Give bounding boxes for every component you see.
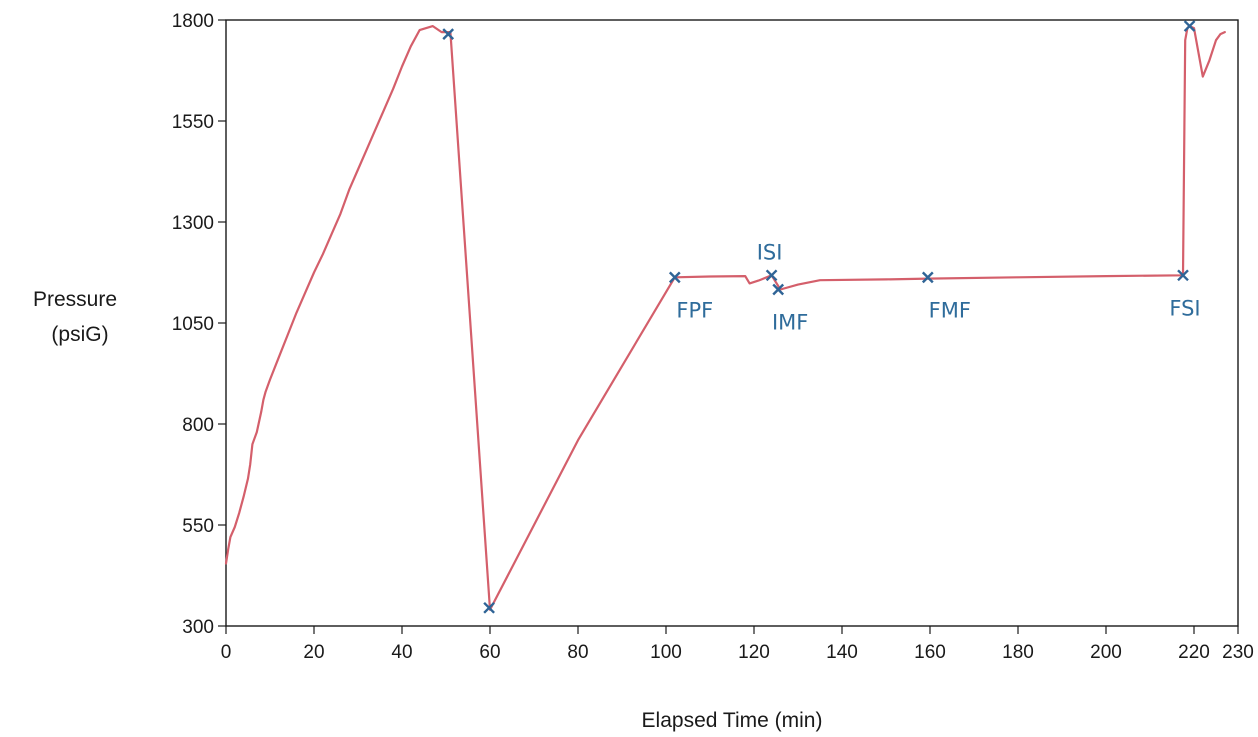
- y-tick-label: 1800: [172, 11, 214, 32]
- x-tick-label: 140: [826, 642, 858, 663]
- y-axis-title-line1: Pressure: [33, 288, 117, 311]
- y-tick-label: 300: [182, 617, 214, 638]
- marker-label-imf: IMF: [772, 310, 808, 334]
- data-marker-fpf: FPF: [668, 271, 713, 322]
- marker-cross-stroke: [1177, 269, 1189, 282]
- marker-label-fsi: FSI: [1169, 296, 1200, 320]
- data-marker: [483, 601, 495, 614]
- x-tick-label: 220: [1178, 642, 1210, 663]
- x-tick-label: 100: [650, 642, 682, 663]
- axis-titles: Elapsed Time (min) Pressure (psiG): [33, 288, 822, 732]
- x-tick-label: 200: [1090, 642, 1122, 663]
- marker-label-fpf: FPF: [676, 298, 713, 322]
- marker-label-fmf: FMF: [929, 298, 971, 322]
- series-layer: [224, 25, 1226, 611]
- data-marker: [1183, 20, 1196, 32]
- x-tick-label: 80: [567, 642, 588, 663]
- marker-cross-stroke: [772, 283, 785, 296]
- x-tick-label: 180: [1002, 642, 1034, 663]
- y-tick-label: 1050: [172, 314, 214, 335]
- axes: [225, 19, 1239, 627]
- data-marker-fsi: FSI: [1169, 269, 1201, 320]
- x-tick-label: 160: [914, 642, 946, 663]
- x-tick-label: 0: [221, 642, 232, 663]
- marker-cross-stroke: [483, 601, 495, 614]
- x-tick-label: 40: [391, 642, 412, 663]
- marker-cross-stroke: [765, 269, 778, 282]
- y-tick-label: 1300: [172, 213, 214, 234]
- plot-frame: [225, 19, 1239, 627]
- marker-cross-stroke: [442, 28, 455, 40]
- x-axis-title: Elapsed Time (min): [642, 709, 823, 732]
- y-axis-title-line2: (psiG): [51, 323, 108, 346]
- data-marker: [442, 28, 455, 40]
- data-marker-fmf: FMF: [921, 271, 971, 322]
- marker-label-isi: ISI: [757, 240, 783, 264]
- marker-cross-stroke: [1183, 20, 1196, 32]
- y-tick-label: 550: [182, 516, 214, 537]
- y-tick-label: 800: [182, 415, 214, 436]
- x-tick-label: 20: [303, 642, 324, 663]
- marker-cross-stroke: [668, 271, 681, 284]
- data-marker-isi: ISI: [757, 240, 783, 282]
- x-tick-label: 120: [738, 642, 770, 663]
- x-tick-label: 60: [479, 642, 500, 663]
- y-tick-label: 1550: [172, 112, 214, 133]
- markers-layer: FPF ISI IMF FMF FSI: [442, 20, 1201, 614]
- marker-cross-stroke: [921, 271, 934, 284]
- pressure-series-line: [224, 25, 1226, 611]
- x-tick-label: 230: [1222, 642, 1254, 663]
- data-marker-imf: IMF: [772, 283, 808, 334]
- axis-ticks: 0 20 40 60 80 100 120 140 160 180 200 220 230 300 550 8…: [172, 11, 1254, 663]
